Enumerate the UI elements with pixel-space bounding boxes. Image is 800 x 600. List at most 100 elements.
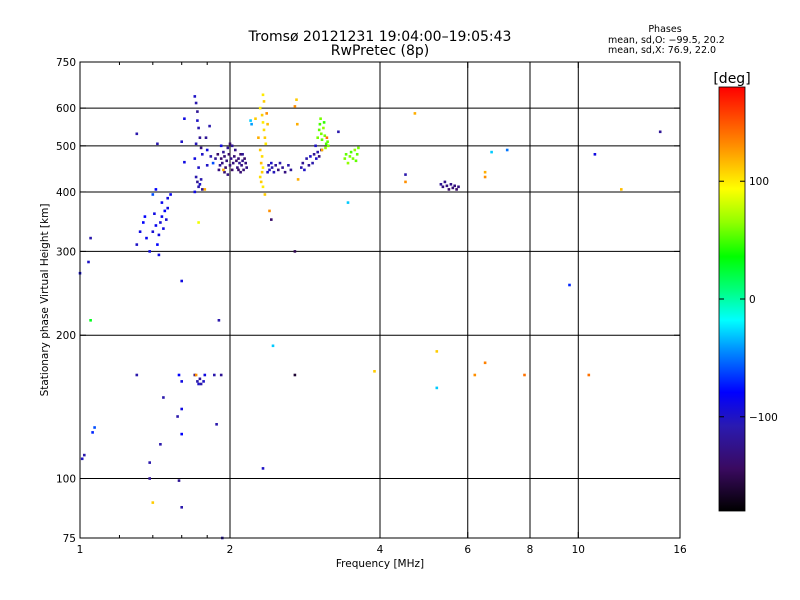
data-point <box>343 157 347 160</box>
data-point <box>300 166 303 169</box>
data-point <box>245 166 248 169</box>
data-point <box>337 130 340 134</box>
x-tick-label: 1 <box>77 544 84 556</box>
data-point <box>205 148 209 152</box>
data-point <box>317 128 321 132</box>
colorbar-ticks: 100 0 −100 <box>719 176 778 424</box>
data-point <box>166 196 169 200</box>
data-point <box>315 157 318 160</box>
data-point <box>214 157 217 160</box>
data-point <box>93 426 96 429</box>
data-point <box>268 168 271 172</box>
data-point <box>198 377 202 381</box>
y-tick-label: 600 <box>56 103 76 115</box>
data-point <box>241 153 244 156</box>
data-point <box>244 161 247 165</box>
data-point <box>326 140 329 143</box>
data-point <box>180 140 183 143</box>
data-point <box>318 122 322 126</box>
x-tick-label: 16 <box>673 544 687 556</box>
data-point <box>153 212 156 215</box>
y-tick-label: 500 <box>56 141 76 153</box>
data-point <box>455 188 458 191</box>
data-point <box>254 117 257 120</box>
data-point <box>177 373 181 377</box>
data-point <box>316 150 319 154</box>
data-point <box>317 155 321 158</box>
data-point <box>228 142 232 146</box>
data-point <box>237 168 240 172</box>
data-point <box>260 170 264 174</box>
data-point <box>272 170 276 174</box>
data-point <box>225 159 228 163</box>
colorbar-tick-label: 0 <box>749 294 756 306</box>
data-point <box>233 155 236 158</box>
data-point <box>148 477 151 480</box>
colorbar-tick-label: −100 <box>749 412 778 424</box>
data-point <box>241 159 244 163</box>
data-point <box>211 161 215 165</box>
data-point <box>320 138 324 141</box>
data-point <box>230 168 234 172</box>
data-point <box>196 119 199 122</box>
data-point <box>199 146 203 150</box>
data-point <box>658 130 662 134</box>
data-point <box>222 150 225 154</box>
data-point <box>151 230 155 233</box>
grid-lines <box>80 62 680 538</box>
data-point <box>223 170 226 174</box>
data-point <box>180 380 183 383</box>
data-point <box>324 142 328 146</box>
data-point <box>180 432 183 436</box>
data-point <box>357 146 360 150</box>
y-tick-label: 100 <box>56 474 76 486</box>
data-point <box>226 173 230 176</box>
data-point <box>240 164 243 167</box>
data-point <box>451 186 455 190</box>
data-point <box>203 373 207 377</box>
data-point <box>301 161 305 165</box>
data-point <box>587 373 591 377</box>
data-point <box>226 146 230 150</box>
data-point <box>162 396 165 399</box>
data-point <box>258 148 262 152</box>
data-point <box>404 173 407 176</box>
data-point <box>163 209 167 213</box>
data-point <box>322 126 325 130</box>
data-point <box>209 155 213 158</box>
data-point <box>142 221 145 224</box>
data-point <box>270 161 273 165</box>
data-point <box>271 344 275 348</box>
data-point <box>266 122 269 126</box>
data-point <box>229 157 233 160</box>
data-point <box>87 260 90 264</box>
data-point <box>215 423 218 426</box>
data-point <box>268 209 271 213</box>
data-point <box>219 144 223 148</box>
data-point <box>197 166 200 169</box>
data-point <box>346 201 350 204</box>
data-point <box>260 155 264 158</box>
chart-title: Tromsø 20121231 19:04:00–19:05:43 <box>248 29 512 45</box>
chart-subtitle: RwPretec (8p) <box>331 43 429 59</box>
data-point <box>307 164 311 167</box>
data-point <box>219 373 223 377</box>
data-point <box>323 134 327 137</box>
y-tick-label: 200 <box>56 330 76 342</box>
data-point <box>201 188 204 191</box>
y-tick-label: 300 <box>56 246 76 258</box>
data-point <box>228 164 232 167</box>
data-point <box>447 188 451 191</box>
data-point <box>204 136 208 139</box>
data-point <box>346 161 350 165</box>
data-point <box>261 93 265 97</box>
data-point <box>483 361 487 365</box>
data-point <box>223 155 226 158</box>
data-point <box>213 373 216 377</box>
data-point <box>355 153 359 156</box>
data-point <box>319 117 322 120</box>
data-point <box>169 193 172 196</box>
data-point <box>505 148 509 152</box>
data-point <box>404 180 407 184</box>
data-point <box>165 218 168 221</box>
